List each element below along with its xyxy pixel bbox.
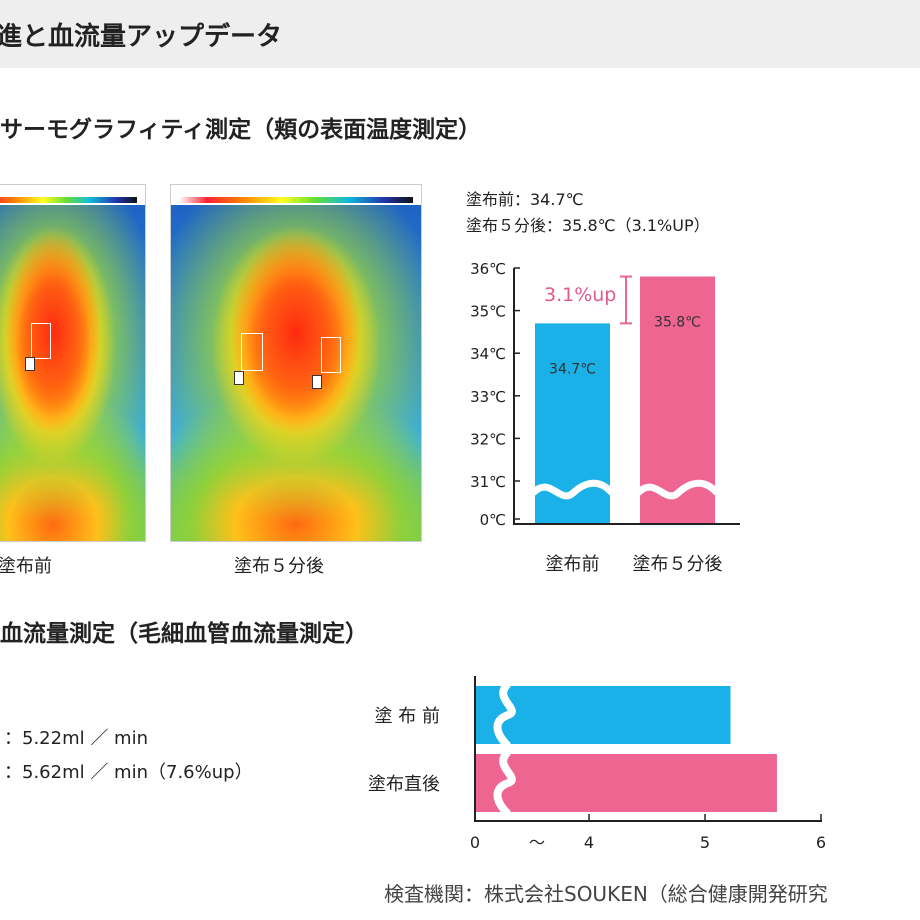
source-credit: 検査機関：株式会社SOUKEN（総合健康開発研究 [384, 882, 828, 906]
thermography-result-before: 塗布前：34.7℃ [466, 190, 584, 209]
axis-break-wave [493, 748, 516, 817]
temperature-scale-bar [0, 185, 145, 205]
temperature-scale-bar [171, 185, 421, 205]
measurement-point-marker [312, 375, 322, 389]
y-tick-label: 31℃ [470, 473, 506, 491]
measurement-point-marker [234, 371, 244, 385]
bloodflow-section-title: 血流量測定（毛細血管血流量測定） [0, 621, 368, 647]
measurement-region-box [31, 323, 51, 359]
measurement-point-marker [25, 357, 35, 371]
thermography-image-before [0, 184, 146, 542]
x-tick-label: ～ [529, 833, 545, 852]
bar-value-label: 35.8℃ [654, 315, 701, 331]
image-caption-before: 塗布前 [0, 556, 52, 577]
y-category-label: 塗布直後 [368, 773, 440, 795]
bar-after [476, 754, 777, 812]
thermography-section-title: サーモグラフィティ測定（頬の表面温度測定） [0, 117, 482, 143]
x-tick-label: 6 [816, 833, 826, 852]
x-tick-label: 4 [584, 833, 594, 852]
image-caption-after: 塗布５分後 [234, 556, 324, 577]
bar-before [476, 686, 731, 744]
y-tick-label: 34℃ [470, 345, 506, 363]
x-tick-label: 5 [700, 833, 710, 852]
y-category-label: 塗 布 前 [375, 705, 440, 727]
x-category-label: 塗布５分後 [633, 553, 723, 575]
header-band: 進と血流量アップデータ [0, 0, 920, 68]
x-category-label: 塗布前 [546, 553, 600, 575]
thermal-face-image [0, 205, 145, 541]
y-tick-label: 0℃ [480, 511, 506, 529]
difference-annotation: 3.1%up [544, 284, 616, 306]
temperature-bar-chart: 36℃ 35℃ 34℃ 33℃ 32℃ 31℃ 0℃ 34.7℃ 35.8℃ 塗布前 塗布５分後… [470, 260, 740, 575]
thermal-face-image [171, 205, 421, 541]
bloodflow-result-before: ：5.22ml ／ min [4, 728, 148, 749]
bar-value-label: 34.7℃ [549, 361, 596, 377]
bloodflow-result-after: ：5.62ml ／ min（7.6%up） [4, 762, 253, 783]
y-tick-label: 35℃ [470, 303, 506, 321]
y-tick-label: 36℃ [470, 260, 506, 278]
x-tick-label: 0 [470, 833, 480, 852]
y-tick-label: 33℃ [470, 388, 506, 406]
axis-break-wave [635, 479, 720, 500]
page-title: 進と血流量アップデータ [0, 22, 283, 52]
y-tick-label: 32℃ [470, 430, 506, 448]
axis-break-wave [530, 479, 615, 500]
thermography-result-after: 塗布５分後：35.8℃（3.1%UP） [466, 216, 710, 235]
thermography-image-after [170, 184, 422, 542]
measurement-region-box [241, 333, 263, 371]
measurement-region-box [321, 337, 341, 373]
axis-break-wave [493, 680, 516, 749]
